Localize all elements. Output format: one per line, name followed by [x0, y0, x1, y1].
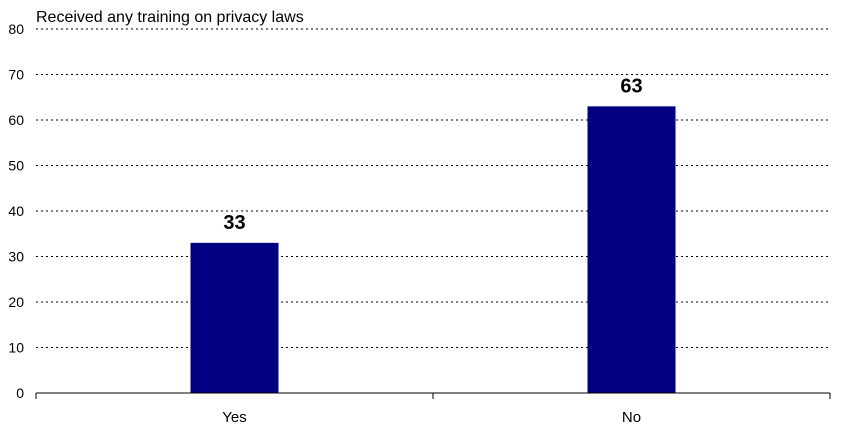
y-tick-label: 40 — [8, 203, 24, 219]
data-label: 63 — [620, 75, 642, 97]
gridlines — [36, 28, 830, 348]
y-tick-label: 10 — [8, 340, 24, 356]
y-axis-ticks: 0 10 20 30 40 50 60 70 80 — [8, 21, 24, 401]
x-axis — [35, 392, 831, 399]
y-tick-label: 80 — [8, 21, 24, 37]
chart-title: Received any training on privacy laws — [36, 9, 304, 26]
y-tick-label: 20 — [8, 294, 24, 310]
y-tick-label: 50 — [8, 158, 24, 174]
bars — [190, 106, 676, 393]
bar-yes — [190, 242, 279, 393]
x-category-label: Yes — [222, 409, 246, 426]
x-category-label: No — [622, 409, 641, 426]
y-tick-label: 70 — [8, 67, 24, 83]
data-label: 33 — [223, 212, 245, 234]
labels: 33 Yes 63 No — [222, 75, 642, 426]
y-tick-label: 30 — [8, 249, 24, 265]
y-tick-label: 60 — [8, 112, 24, 128]
bar-no — [587, 106, 676, 393]
y-tick-label: 0 — [16, 385, 24, 401]
